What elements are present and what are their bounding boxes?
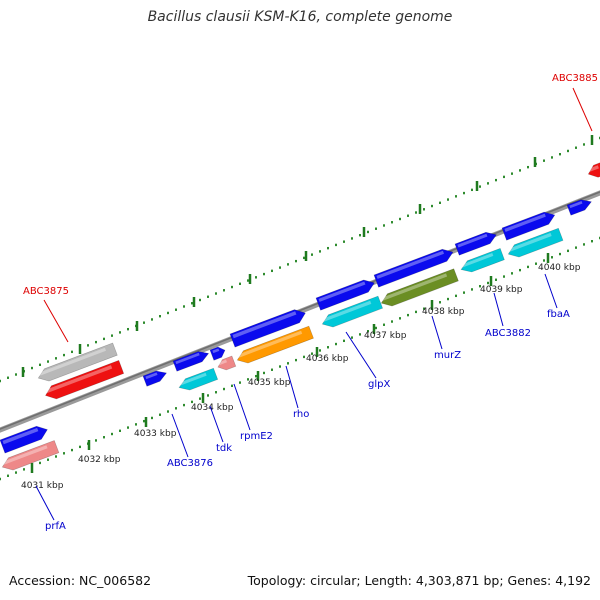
gene-arrow-olive-shine xyxy=(381,273,448,301)
gene-arrow-forward[interactable] xyxy=(229,309,306,348)
gene-arrow-forward-shine xyxy=(212,348,220,354)
gene-arrow-forward-shine xyxy=(569,200,583,209)
map-title: Bacillus clausii KSM-K16, complete genom… xyxy=(147,9,453,25)
gene-arrow-forward-shine xyxy=(504,213,546,232)
gene-arrow-orange[interactable] xyxy=(236,325,314,364)
gene-label-murZ[interactable]: murZ xyxy=(434,350,461,361)
tick-label-kbp: 4037 kbp xyxy=(364,331,407,341)
gene-arrow-cyan[interactable] xyxy=(507,227,564,258)
gene-arrow-orange-shine xyxy=(237,330,303,358)
gene-arrow-cyan[interactable] xyxy=(321,295,383,328)
gene-arrow-reverse[interactable] xyxy=(45,360,125,400)
gene-arrow-forward[interactable] xyxy=(566,199,592,216)
gene-label-ABC3882[interactable]: ABC3882 xyxy=(485,328,531,339)
gene-arrow-cyan[interactable] xyxy=(178,367,219,391)
gene-label-ABC3875[interactable]: ABC3875 xyxy=(23,286,69,297)
gene-label-ABC3885[interactable]: ABC3885 xyxy=(552,73,598,84)
gene-arrow-forward-shine xyxy=(145,372,158,380)
label-leader-line xyxy=(431,315,443,350)
gene-arrow-cyan-shine xyxy=(179,372,207,386)
gene-label-rpmE2[interactable]: rpmE2 xyxy=(240,431,273,442)
gene-label-tdk[interactable]: tdk xyxy=(216,443,232,454)
gene-arrow-forward[interactable] xyxy=(172,351,210,372)
gene-arrow-grey-shine xyxy=(38,347,107,376)
gene-arrow-cyan[interactable] xyxy=(460,248,505,273)
gene-arrow-reverse-shine xyxy=(45,365,113,394)
gene-arrow-forward-shine xyxy=(376,250,445,279)
tick-label-kbp: 4036 kbp xyxy=(306,354,349,364)
label-leader-line xyxy=(544,273,558,309)
topology-summary: Topology: circular; Length: 4,303,871 bp… xyxy=(247,573,591,588)
gene-arrow-forward[interactable] xyxy=(315,279,375,311)
accession-text: Accession: NC_006582 xyxy=(9,573,152,588)
gene-arrow-forward-shine xyxy=(457,233,488,248)
gene-arrow-grey[interactable] xyxy=(37,342,118,382)
gene-label-fbaA[interactable]: fbaA xyxy=(547,309,570,320)
gene-arrow-cyan-shine xyxy=(322,300,372,322)
label-leader-line xyxy=(35,485,55,521)
tick-label-kbp: 4031 kbp xyxy=(21,481,64,491)
gene-label-glpX[interactable]: glpX xyxy=(368,379,390,390)
gene-arrow-forward-shine xyxy=(2,427,39,445)
gene-arrow-reverse-shine xyxy=(588,165,599,172)
label-leader-line xyxy=(43,299,69,343)
gene-arrow-light-red[interactable] xyxy=(1,440,60,471)
gene-arrow-cyan-shine xyxy=(461,253,494,268)
gene-arrow-light-red[interactable] xyxy=(217,355,237,371)
gene-arrow-light-red-shine xyxy=(218,359,227,366)
gene-arrow-forward-shine xyxy=(232,311,297,339)
gene-arrow-forward[interactable] xyxy=(373,248,454,288)
tick-label-kbp: 4033 kbp xyxy=(134,429,177,439)
label-leader-line xyxy=(572,87,593,132)
gene-arrow-forward[interactable] xyxy=(0,425,48,454)
tick-label-kbp: 4039 kbp xyxy=(480,285,523,295)
gene-arrow-olive[interactable] xyxy=(380,268,459,307)
gene-arrow-reverse[interactable] xyxy=(587,161,600,178)
gene-arrow-forward[interactable] xyxy=(142,370,168,387)
gene-label-prfA[interactable]: prfA xyxy=(45,521,66,532)
tick-label-kbp: 4034 kbp xyxy=(191,403,234,413)
gene-label-rho[interactable]: rho xyxy=(293,409,309,420)
gene-arrow-cyan-shine xyxy=(508,232,552,252)
label-leader-line xyxy=(285,365,299,409)
gene-arrow-forward-shine xyxy=(175,352,200,365)
tick-label-kbp: 4032 kbp xyxy=(78,455,121,465)
label-leader-line xyxy=(209,405,224,443)
gene-arrow-forward[interactable] xyxy=(501,211,556,241)
gene-arrow-light-red-shine xyxy=(2,445,48,465)
tick-label-kbp: 4035 kbp xyxy=(248,378,291,388)
tick-label-kbp: 4040 kbp xyxy=(538,263,581,273)
label-leader-line xyxy=(493,292,504,327)
gene-label-ABC3876[interactable]: ABC3876 xyxy=(167,458,213,469)
gene-arrow-forward[interactable] xyxy=(209,346,226,361)
label-leader-line xyxy=(233,383,251,431)
tick-label-kbp: 4038 kbp xyxy=(422,307,465,317)
label-leader-line xyxy=(345,331,377,379)
gene-arrow-forward[interactable] xyxy=(454,231,497,256)
gene-arrow-forward-shine xyxy=(318,281,366,302)
label-leader-line xyxy=(171,413,189,458)
